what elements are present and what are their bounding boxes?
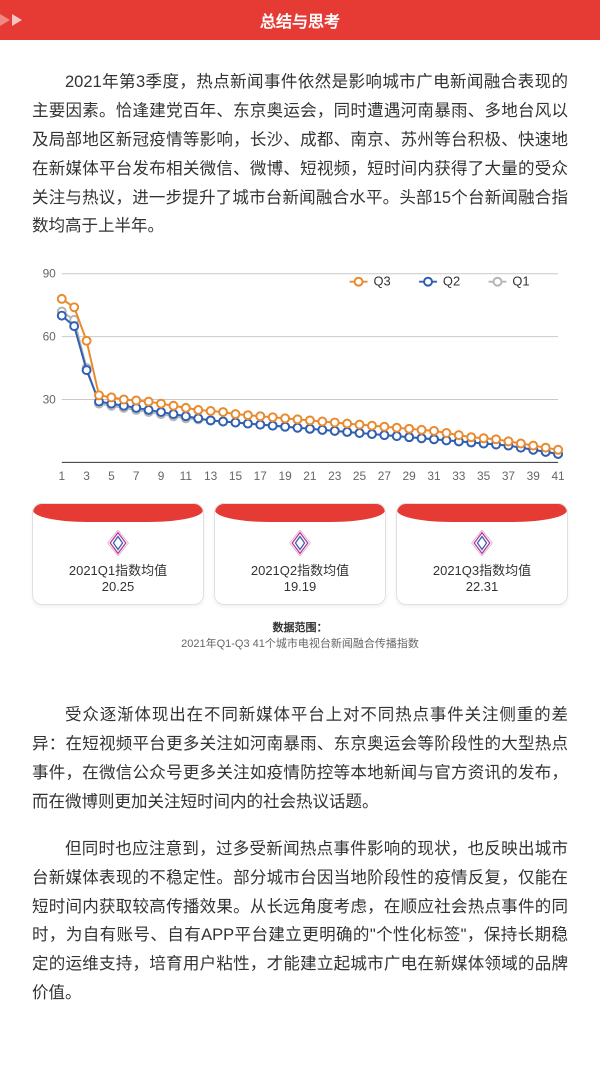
card-body: 2021Q3指数均值 22.31 <box>397 522 567 604</box>
diamond-icon <box>469 530 495 556</box>
paragraph-2: 受众逐渐体现出在不同新媒体平台上对不同热点事件关注侧重的差异：在短视频平台更多关… <box>32 701 568 817</box>
svg-text:7: 7 <box>133 469 140 483</box>
svg-text:5: 5 <box>108 469 115 483</box>
line-chart: 3060901357911131517192123252729313335373… <box>32 259 568 489</box>
section-title: 总结与思考 <box>260 14 340 31</box>
svg-text:31: 31 <box>427 469 441 483</box>
svg-text:25: 25 <box>353 469 367 483</box>
svg-text:Q3: Q3 <box>373 274 390 289</box>
paragraph-3: 但同时也应注意到，过多受新闻热点事件影响的现状，也反映出城市台新媒体表现的不稳定… <box>32 835 568 1008</box>
card-value: 22.31 <box>401 579 563 594</box>
svg-text:60: 60 <box>43 330 57 344</box>
data-scope-title: 数据范围： <box>32 619 568 635</box>
card-label: 2021Q2指数均值 <box>219 560 381 579</box>
card-accent <box>397 504 567 522</box>
svg-text:90: 90 <box>43 267 57 281</box>
svg-text:15: 15 <box>229 469 243 483</box>
card-value: 19.19 <box>219 579 381 594</box>
svg-text:Q1: Q1 <box>512 274 529 289</box>
svg-text:39: 39 <box>527 469 541 483</box>
paragraph-1: 2021年第3季度，热点新闻事件依然是影响城市广电新闻融合表现的主要因素。恰逢建… <box>32 68 568 241</box>
svg-text:30: 30 <box>43 393 57 407</box>
svg-text:23: 23 <box>328 469 342 483</box>
data-scope: 数据范围： 2021年Q1-Q3 41个城市电视台新闻融合传播指数 <box>32 619 568 651</box>
data-scope-text: 2021年Q1-Q3 41个城市电视台新闻融合传播指数 <box>32 635 568 651</box>
card-body: 2021Q1指数均值 20.25 <box>33 522 203 604</box>
content-bottom: 受众逐渐体现出在不同新媒体平台上对不同热点事件关注侧重的差异：在短视频平台更多关… <box>0 671 600 1046</box>
card-value: 20.25 <box>37 579 199 594</box>
card-accent <box>215 504 385 522</box>
svg-text:9: 9 <box>158 469 165 483</box>
svg-text:33: 33 <box>452 469 466 483</box>
stat-card: 2021Q1指数均值 20.25 <box>32 503 204 605</box>
chart-svg: 3060901357911131517192123252729313335373… <box>32 259 568 489</box>
diamond-icon <box>105 530 131 556</box>
svg-text:11: 11 <box>180 469 193 483</box>
svg-text:17: 17 <box>254 469 268 483</box>
svg-text:41: 41 <box>551 469 565 483</box>
svg-text:29: 29 <box>403 469 417 483</box>
svg-text:37: 37 <box>502 469 516 483</box>
card-accent <box>33 504 203 522</box>
svg-text:21: 21 <box>303 469 317 483</box>
stat-card: 2021Q2指数均值 19.19 <box>214 503 386 605</box>
card-label: 2021Q3指数均值 <box>401 560 563 579</box>
svg-text:1: 1 <box>58 469 65 483</box>
card-label: 2021Q1指数均值 <box>37 560 199 579</box>
svg-text:13: 13 <box>204 469 218 483</box>
card-body: 2021Q2指数均值 19.19 <box>215 522 385 604</box>
diamond-icon <box>287 530 313 556</box>
content-top: 2021年第3季度，热点新闻事件依然是影响城市广电新闻融合表现的主要因素。恰逢建… <box>0 40 600 671</box>
svg-text:Q2: Q2 <box>443 274 460 289</box>
stat-cards: 2021Q1指数均值 20.25 2021Q2指数均值 19.19 <box>32 503 568 605</box>
svg-text:3: 3 <box>83 469 90 483</box>
svg-text:19: 19 <box>278 469 292 483</box>
stat-card: 2021Q3指数均值 22.31 <box>396 503 568 605</box>
svg-text:27: 27 <box>378 469 392 483</box>
svg-text:35: 35 <box>477 469 491 483</box>
section-header: 总结与思考 <box>0 0 600 40</box>
